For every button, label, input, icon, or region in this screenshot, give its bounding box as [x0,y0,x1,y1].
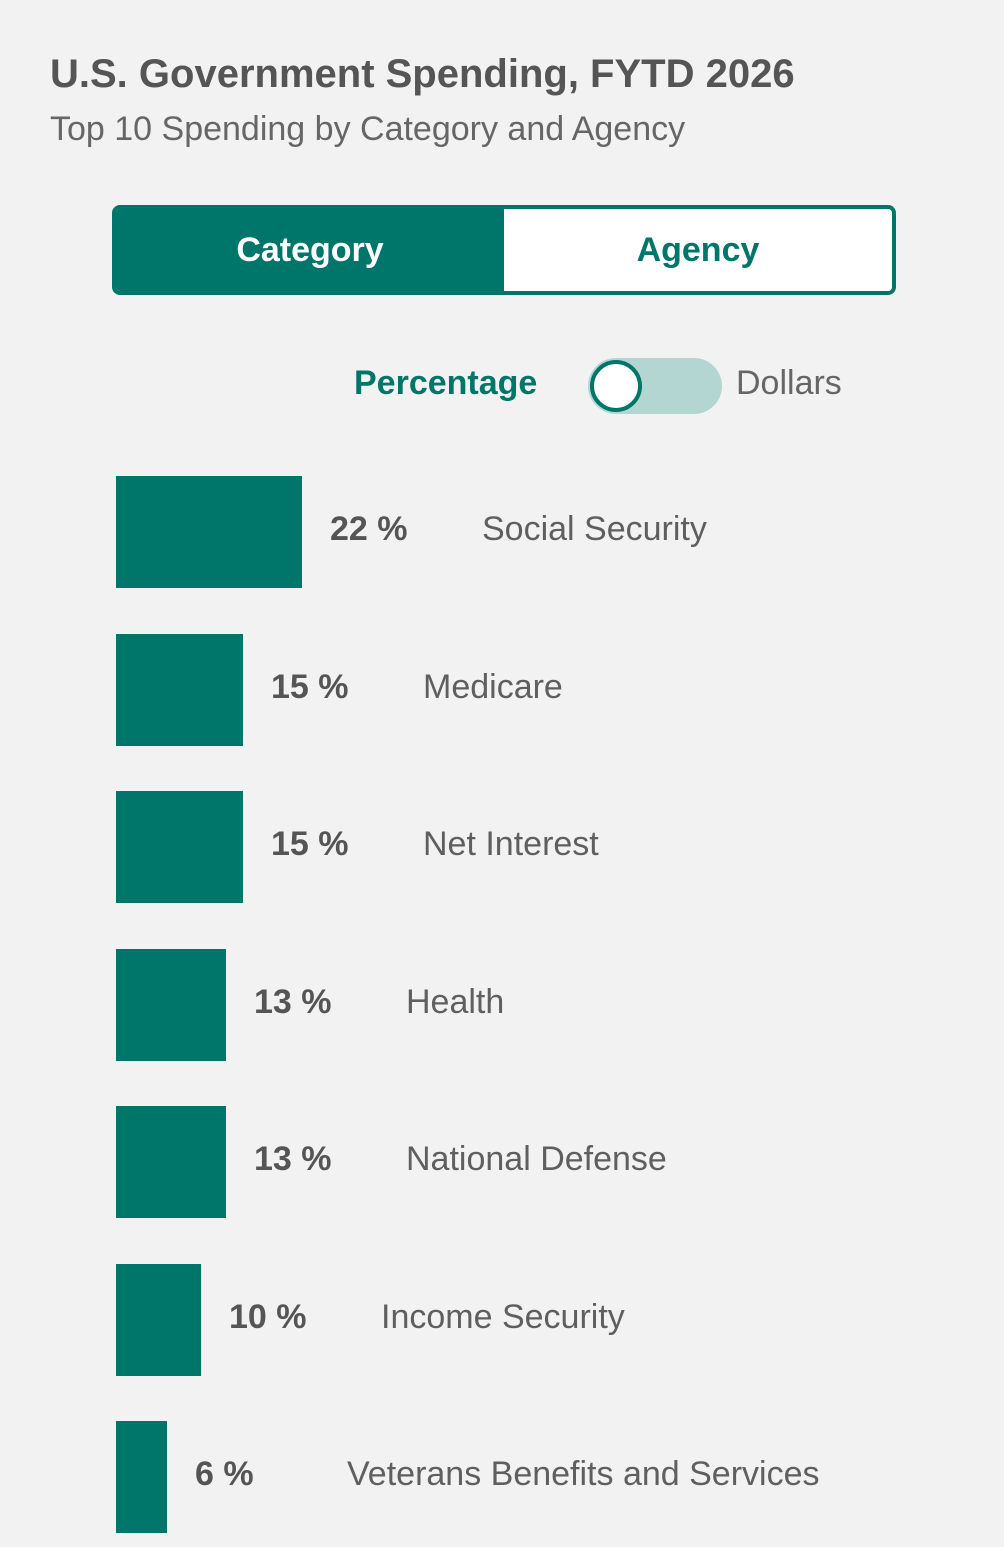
bar[interactable] [116,476,302,588]
bar[interactable] [116,1421,167,1533]
bar-category-label: Income Security [381,1298,625,1336]
bar[interactable] [116,791,243,903]
bar-value-label: 13 % [254,1140,332,1178]
percentage-dollars-toggle[interactable] [588,358,722,414]
tab-category[interactable]: Category [116,209,504,291]
bar-row: 15 % Net Interest [0,791,1004,903]
bar[interactable] [116,634,243,746]
bar-row: 22 % Social Security [0,476,1004,588]
bar-row: 10 % Income Security [0,1264,1004,1376]
bar-value-label: 10 % [229,1298,307,1336]
bar-row: 13 % National Defense [0,1106,1004,1218]
page-subtitle: Top 10 Spending by Category and Agency [50,110,686,148]
bar[interactable] [116,949,226,1061]
bar-category-label: Health [406,983,505,1021]
bar-row: 15 % Medicare [0,634,1004,746]
bar-value-label: 6 % [195,1455,254,1493]
bar[interactable] [116,1264,201,1376]
bar-value-label: 15 % [271,668,349,706]
bar-category-label: Medicare [423,668,563,706]
bar-value-label: 22 % [330,510,408,548]
bar-row: 13 % Health [0,949,1004,1061]
bar-category-label: National Defense [406,1140,667,1178]
tab-agency[interactable]: Agency [504,209,892,291]
view-tabs: Category Agency [112,205,896,295]
bar-category-label: Veterans Benefits and Services [347,1455,820,1493]
bar-value-label: 13 % [254,983,332,1021]
bar[interactable] [116,1106,226,1218]
percentage-label[interactable]: Percentage [354,364,538,402]
dollars-label[interactable]: Dollars [736,364,842,402]
bar-value-label: 15 % [271,825,349,863]
bar-category-label: Net Interest [423,825,599,863]
page-title: U.S. Government Spending, FYTD 2026 [50,52,795,96]
toggle-knob[interactable] [590,360,642,412]
bar-category-label: Social Security [482,510,707,548]
bar-row: 6 % Veterans Benefits and Services [0,1421,1004,1533]
